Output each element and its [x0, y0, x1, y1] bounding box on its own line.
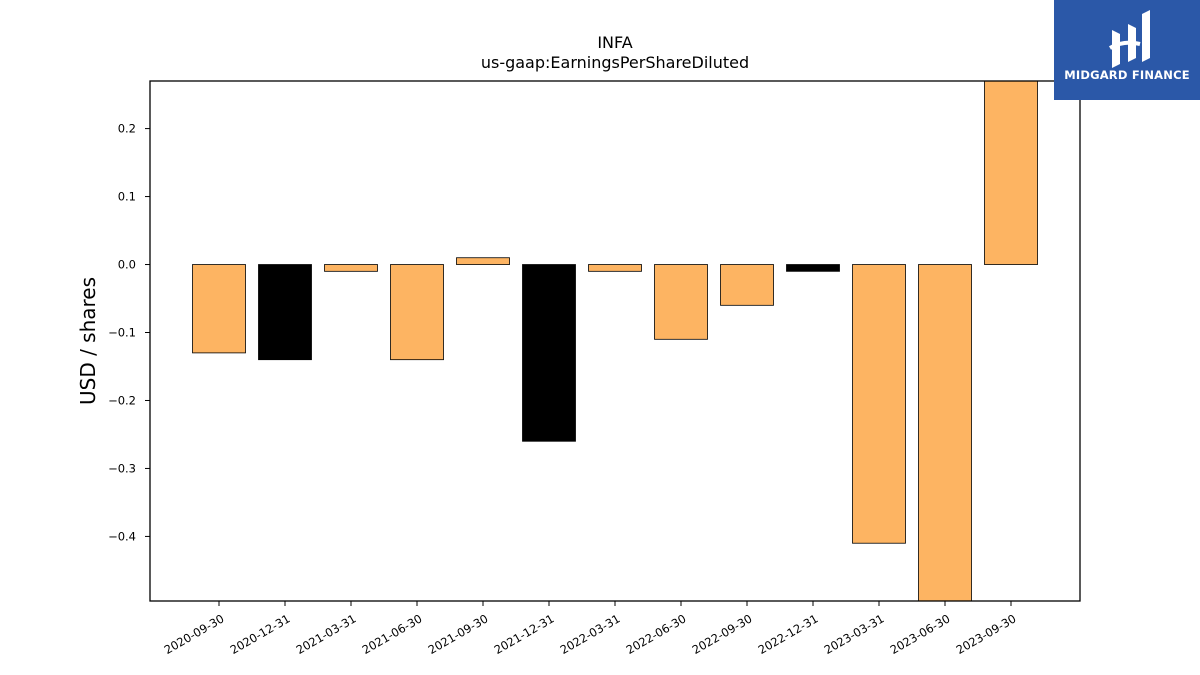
bar-2021-06-30 — [390, 264, 444, 361]
midgard-m-icon — [1109, 10, 1150, 68]
x-tick-label: 2022-06-30 — [624, 611, 689, 657]
y-tick-label: −0.1 — [108, 326, 136, 340]
x-tick-label: 2023-03-31 — [822, 611, 887, 657]
bar-2021-03-31 — [324, 264, 378, 272]
bar-2020-12-31 — [258, 264, 312, 361]
midgard-finance-logo: MIDGARD FINANCE — [1054, 0, 1200, 100]
bar-2023-03-31 — [852, 264, 906, 544]
y-tick-label: 0.0 — [118, 258, 136, 272]
y-tick-label: 0.1 — [118, 190, 136, 204]
y-tick-label: −0.2 — [108, 393, 136, 407]
bar-2022-12-31 — [786, 264, 840, 272]
bar-2022-03-31 — [588, 264, 642, 272]
x-tick-label: 2023-06-30 — [888, 611, 953, 657]
chart-subtitle: us-gaap:EarningsPerShareDiluted — [481, 53, 749, 72]
x-tick-label: 2021-03-31 — [294, 611, 359, 657]
y-axis-ticks: 0.2 0.1 0.0 −0.1 −0.2 −0.3 −0.4 — [108, 122, 150, 543]
x-tick-label: 2021-09-30 — [426, 611, 491, 657]
x-tick-label: 2020-12-31 — [228, 611, 293, 657]
chart-title: INFA — [597, 33, 632, 52]
bar-2021-09-30 — [456, 257, 510, 265]
bar-2023-06-30 — [918, 264, 972, 602]
logo-text: MIDGARD FINANCE — [1064, 68, 1190, 82]
x-tick-label: 2021-06-30 — [360, 611, 425, 657]
bar-2021-12-31 — [522, 264, 576, 442]
x-tick-label: 2023-09-30 — [954, 611, 1019, 657]
bar-2022-06-30 — [654, 264, 708, 340]
y-tick-label: 0.2 — [118, 122, 136, 136]
y-axis-label: USD / shares — [76, 277, 100, 405]
x-axis-ticks: 2020-09-30 2020-12-31 2021-03-31 2021-06-30… — [162, 601, 1019, 657]
bar-2020-09-30 — [192, 264, 246, 354]
bars-group — [192, 80, 1038, 602]
x-tick-label: 2020-09-30 — [162, 611, 227, 657]
x-tick-label: 2022-12-31 — [756, 611, 821, 657]
x-tick-label: 2021-12-31 — [492, 611, 557, 657]
bar-2022-09-30 — [720, 264, 774, 306]
bar-2023-09-30 — [984, 80, 1038, 265]
plot-frame — [149, 80, 1081, 602]
x-tick-label: 2022-03-31 — [558, 611, 623, 657]
y-tick-label: −0.4 — [108, 529, 136, 543]
x-tick-label: 2022-09-30 — [690, 611, 755, 657]
y-tick-label: −0.3 — [108, 461, 136, 475]
